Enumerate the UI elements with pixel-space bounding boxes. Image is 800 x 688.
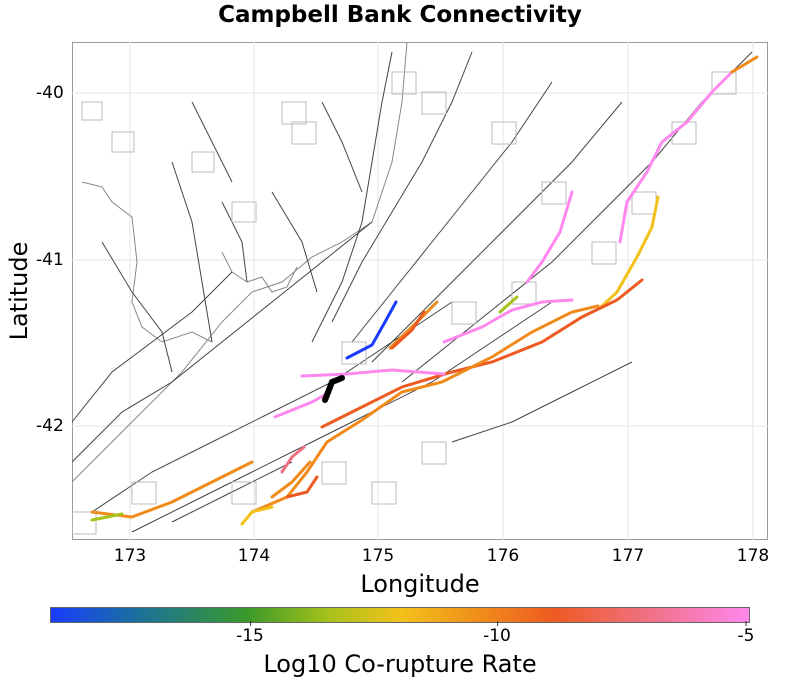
coastline — [72, 42, 408, 483]
background-faults — [72, 51, 753, 533]
section-target — [322, 375, 345, 403]
x-tick: 174 — [237, 546, 271, 566]
section-red-main — [320, 278, 644, 429]
section-pink-east — [618, 70, 734, 244]
section-orange-west — [90, 460, 254, 519]
section-yellow-east — [598, 195, 660, 310]
colorbar — [50, 607, 750, 623]
map-title: Campbell Bank Connectivity — [218, 2, 582, 28]
section-orange-short — [388, 300, 439, 350]
x-tick: 177 — [611, 546, 645, 566]
colorbar-tick: -15 — [236, 621, 264, 646]
y-tick: -41 — [36, 250, 64, 270]
section-yellow-west — [240, 505, 274, 526]
section-orange-main — [250, 304, 600, 514]
section-pink-mid — [442, 298, 574, 344]
section-green — [498, 295, 519, 314]
fault-section-outlines — [72, 71, 737, 535]
section-pink-north — [525, 190, 574, 284]
section-pink-short — [273, 390, 332, 419]
x-tick: 173 — [113, 546, 147, 566]
y-tick: -42 — [36, 416, 64, 436]
colorbar-tick: -10 — [483, 621, 511, 646]
y-axis-label: Latitude — [4, 241, 33, 341]
section-red-pink-sw — [280, 445, 306, 474]
section-orange-sw — [270, 460, 312, 499]
x-tick: 176 — [486, 546, 520, 566]
x-axis-label: Longitude — [360, 570, 480, 598]
x-tick: 178 — [736, 546, 770, 566]
corupture-sections — [90, 55, 759, 526]
section-pink-central — [300, 368, 446, 378]
section-blue — [345, 300, 398, 360]
map-frame — [72, 42, 768, 540]
section-green-west — [90, 512, 124, 522]
section-red-sw — [285, 475, 319, 499]
colorbar-tick: -5 — [737, 621, 755, 646]
map-plot — [72, 42, 768, 540]
x-tick: 175 — [361, 546, 395, 566]
map-grid — [72, 42, 768, 540]
section-red-short — [390, 310, 426, 350]
section-orange-east — [730, 55, 759, 74]
colorbar-label: Log10 Co-rupture Rate — [263, 650, 537, 678]
y-tick: -40 — [36, 83, 64, 103]
